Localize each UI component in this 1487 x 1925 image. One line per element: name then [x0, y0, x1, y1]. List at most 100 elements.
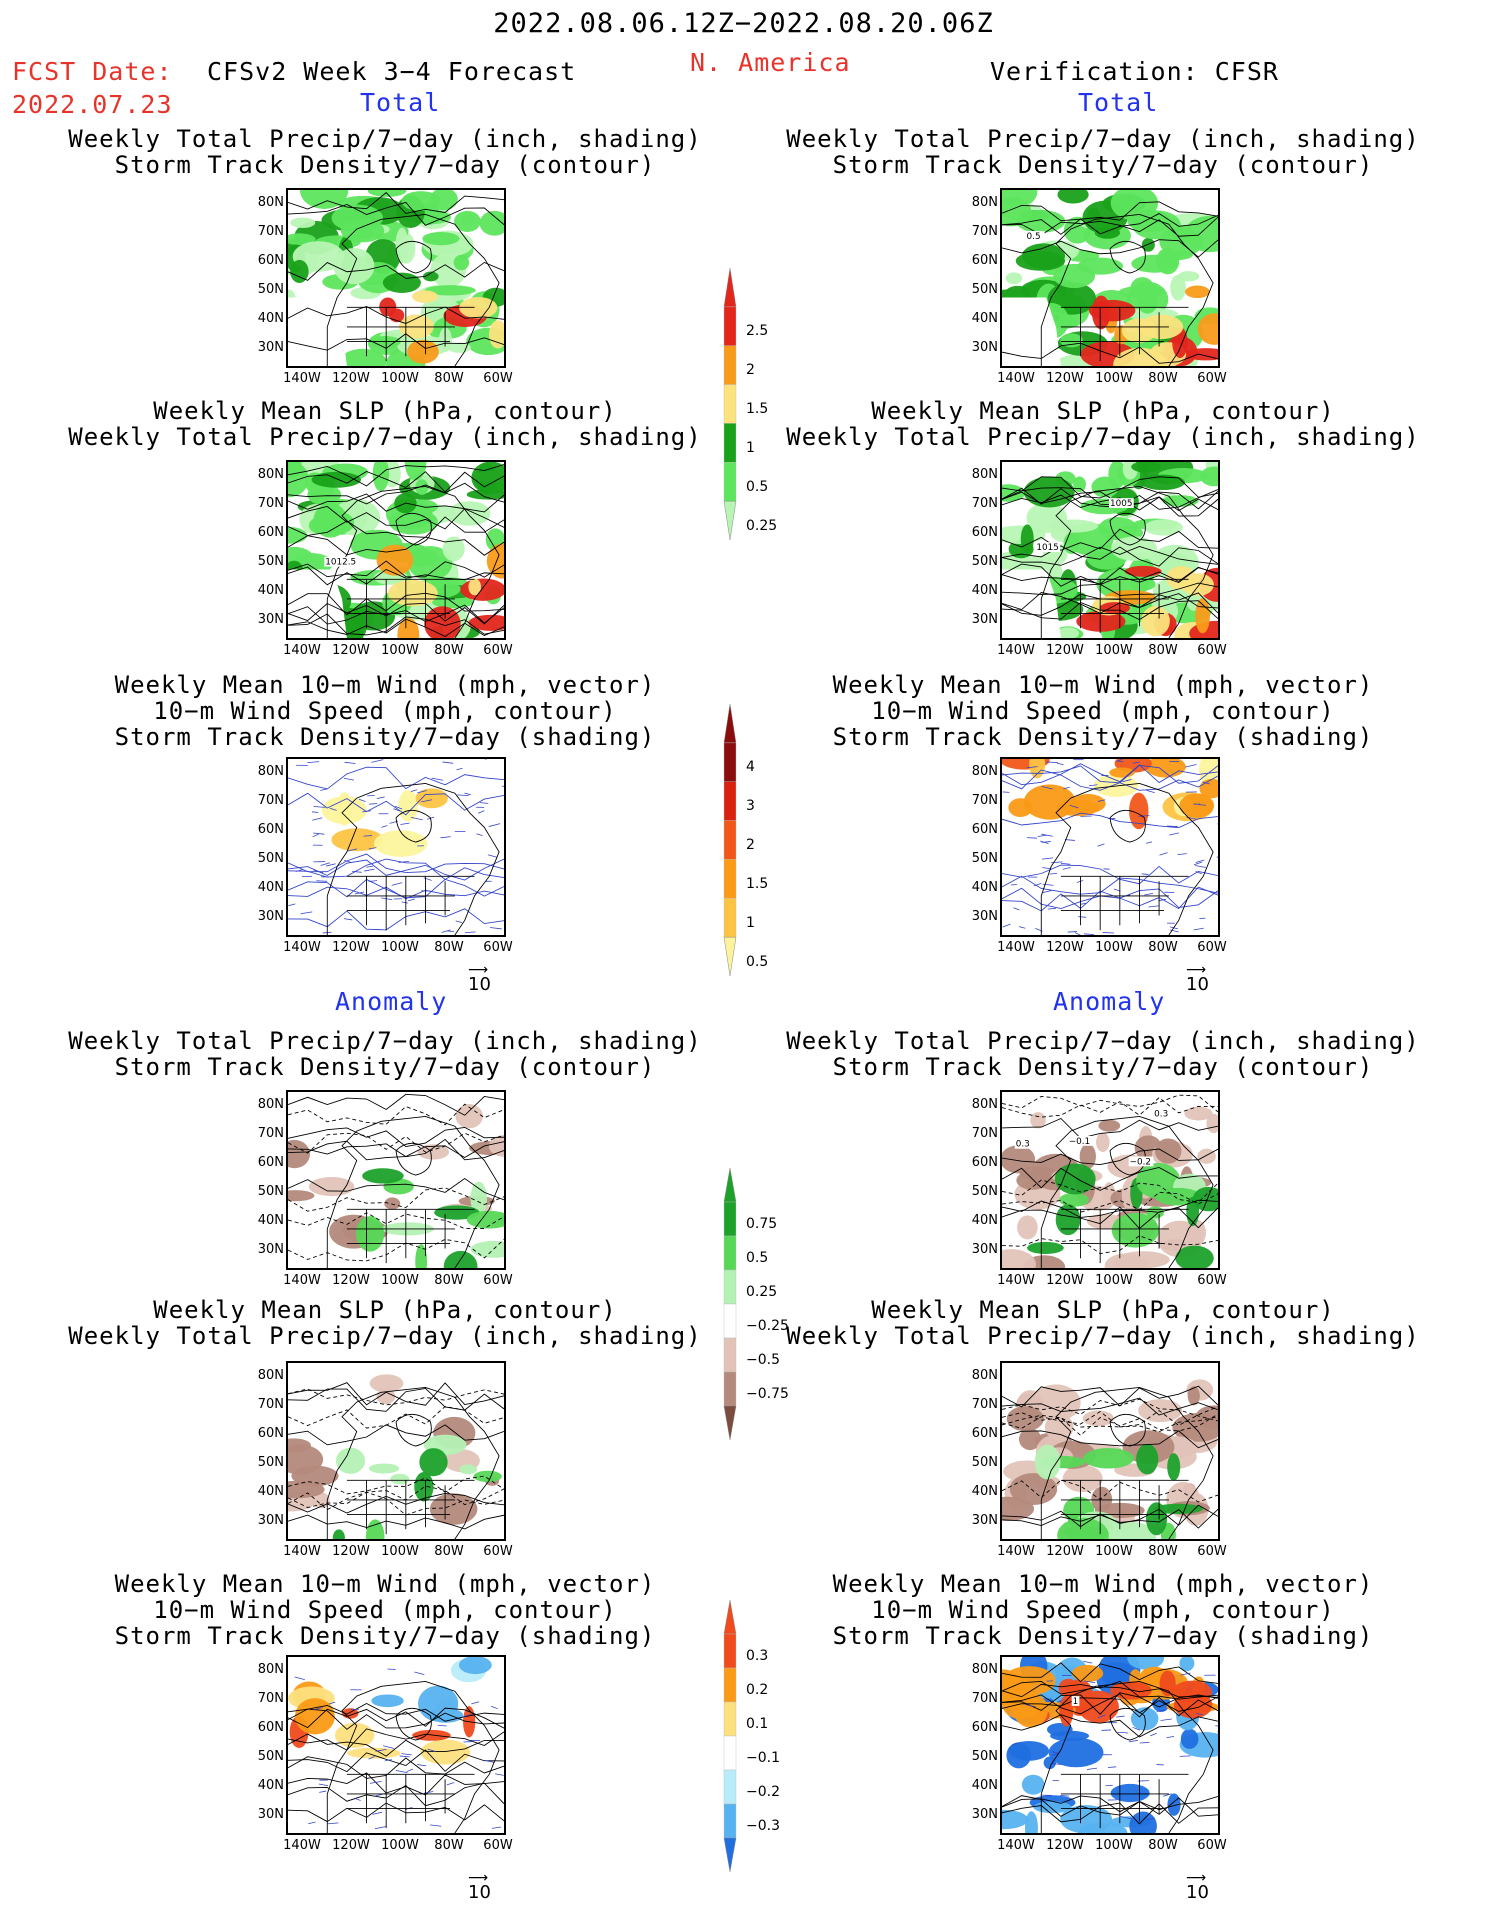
panel-title-line: Storm Track Density/7−day (contour): [114, 1053, 656, 1081]
panel-title-line: Weekly Total Precip/7−day (inch, shading…: [786, 423, 1420, 451]
panel-title-line: Storm Track Density/7−day (shading): [832, 1622, 1374, 1650]
verification-title: Verification: CFSR: [990, 57, 1279, 86]
valid-period: 2022.08.06.12Z−2022.08.20.06Z: [493, 8, 994, 39]
lat-tick-label: 40N: [257, 1484, 284, 1499]
lon-tick-label: 60W: [483, 940, 513, 955]
section-anomaly-left: Anomaly: [335, 987, 448, 1016]
lon-tick-label: 80W: [434, 1273, 464, 1288]
colorbar-tick-label: 2: [746, 362, 755, 379]
svg-text:0.3: 0.3: [1016, 1140, 1030, 1150]
lat-tick-label: 70N: [971, 1691, 998, 1706]
lat-tick-label: 30N: [971, 612, 998, 627]
map-plot-area: 1: [1000, 1655, 1220, 1835]
lon-tick-label: 80W: [434, 1544, 464, 1559]
colorbar-tick-label: 2.5: [746, 323, 769, 340]
panel-title-line: Weekly Mean SLP (hPa, contour): [871, 397, 1335, 425]
lon-tick-label: 100W: [1095, 1838, 1133, 1853]
lon-tick-label: 140W: [997, 643, 1035, 658]
lon-tick-label: 80W: [1148, 371, 1178, 386]
lat-tick-label: 30N: [257, 1807, 284, 1822]
lat-tick-label: 60N: [257, 1720, 284, 1735]
region-label: N. America: [690, 48, 851, 77]
lat-tick-label: 70N: [257, 793, 284, 808]
panel-title-line: Weekly Mean SLP (hPa, contour): [153, 1296, 617, 1324]
map-field: [288, 1093, 504, 1268]
lat-tick-label: 40N: [971, 311, 998, 326]
lon-tick-label: 140W: [997, 1273, 1035, 1288]
lat-tick-label: 50N: [257, 554, 284, 569]
map-field: [288, 1374, 504, 1539]
lat-tick-label: 80N: [257, 195, 284, 210]
lat-tick-label: 80N: [971, 1662, 998, 1677]
panel-title-line: Storm Track Density/7−day (shading): [832, 723, 1374, 751]
map-field: 1012.5: [288, 462, 504, 638]
lon-tick-label: 100W: [1095, 940, 1133, 955]
lon-tick-label: 60W: [1197, 1273, 1227, 1288]
lat-tick-label: 40N: [257, 1778, 284, 1793]
lat-tick-label: 40N: [257, 880, 284, 895]
lon-tick-label: 120W: [1046, 1273, 1084, 1288]
lat-tick-label: 70N: [257, 1126, 284, 1141]
vector-reference-obs-anom: ⟶ 10: [1186, 1870, 1209, 1903]
colorbar-tick-label: −0.75: [746, 1386, 789, 1402]
lat-tick-label: 40N: [971, 1484, 998, 1499]
map-panel-verification-windanom: 80N 70N 60N 50N 40N 30N 140W 120W 100W 80W 60W 1: [962, 1655, 1272, 1860]
lat-tick-label: 50N: [257, 1455, 284, 1470]
panel-title-line: Weekly Mean SLP (hPa, contour): [153, 397, 617, 425]
map-plot-area: [286, 1361, 506, 1541]
map-plot-area: 1005 1015: [1000, 460, 1220, 640]
lon-tick-label: 120W: [332, 371, 370, 386]
lat-tick-label: 50N: [257, 851, 284, 866]
map-panel-verification-slpanom: 80N 70N 60N 50N 40N 30N 140W 120W 100W 80W 60W: [962, 1361, 1272, 1566]
map-field: [288, 190, 504, 366]
lat-tick-label: 30N: [257, 1513, 284, 1528]
panel-title-line: Weekly Total Precip/7−day (inch, shading…: [786, 125, 1420, 153]
lon-tick-label: 120W: [1046, 1544, 1084, 1559]
lon-tick-label: 80W: [434, 1838, 464, 1853]
lat-tick-label: 40N: [257, 311, 284, 326]
lon-tick-label: 80W: [1148, 643, 1178, 658]
vector-reference-value: 10: [468, 1882, 491, 1903]
panel-title-line: 10−m Wind Speed (mph, contour): [871, 1596, 1335, 1624]
vector-reference-value: 10: [468, 974, 491, 995]
lat-tick-label: 30N: [971, 1242, 998, 1257]
panel-title-line: 10−m Wind Speed (mph, contour): [871, 697, 1335, 725]
lon-tick-label: 100W: [1095, 1544, 1133, 1559]
lat-tick-label: 80N: [971, 195, 998, 210]
lon-tick-label: 120W: [332, 1838, 370, 1853]
lat-tick-label: 70N: [971, 496, 998, 511]
map-plot-area: 0.3 −0.1 −0.2 0.3: [1000, 1090, 1220, 1270]
lat-tick-label: 50N: [971, 1184, 998, 1199]
lon-tick-label: 120W: [1046, 1838, 1084, 1853]
colorbar-tick-label: 0.3: [746, 1648, 769, 1664]
forecast-title: CFSv2 Week 3−4 Forecast: [207, 57, 577, 86]
panel-title-line: 10−m Wind Speed (mph, contour): [153, 1596, 617, 1624]
map-panel-verification-panom: 80N 70N 60N 50N 40N 30N 140W 120W 100W 80W 60W 0.3 −…: [962, 1090, 1272, 1295]
lat-tick-label: 80N: [257, 1368, 284, 1383]
colorbar-precip-total: 2.5 2 1.5 1 0.5 0.25: [720, 268, 830, 558]
lat-tick-label: 30N: [257, 1242, 284, 1257]
colorbar-tick-label: 1: [746, 914, 755, 931]
colorbar-tick-label: 0.1: [746, 1716, 769, 1732]
vector-reference-value: 10: [1186, 1882, 1209, 1903]
map-field: [288, 759, 504, 935]
svg-text:−0.2: −0.2: [1130, 1157, 1151, 1167]
lon-tick-label: 100W: [1095, 643, 1133, 658]
colorbar-tick-label: 3: [746, 798, 755, 815]
panel-title-line: Weekly Mean 10−m Wind (mph, vector): [832, 671, 1374, 699]
lat-tick-label: 30N: [257, 909, 284, 924]
lat-tick-label: 30N: [971, 1807, 998, 1822]
map-field: [288, 1657, 504, 1833]
fcst-date-label: FCST Date:: [12, 57, 173, 86]
lat-tick-label: 70N: [257, 224, 284, 239]
lon-tick-label: 100W: [1095, 1273, 1133, 1288]
panel-title-line: Weekly Total Precip/7−day (inch, shading…: [68, 1027, 702, 1055]
lon-tick-label: 140W: [997, 940, 1035, 955]
lat-tick-label: 70N: [971, 793, 998, 808]
lat-tick-label: 50N: [971, 851, 998, 866]
lat-tick-label: 50N: [257, 282, 284, 297]
lon-tick-label: 80W: [434, 371, 464, 386]
lat-tick-label: 70N: [257, 496, 284, 511]
panel-title-line: Weekly Total Precip/7−day (inch, shading…: [786, 1027, 1420, 1055]
colorbar-tick-label: −0.25: [746, 1318, 789, 1334]
